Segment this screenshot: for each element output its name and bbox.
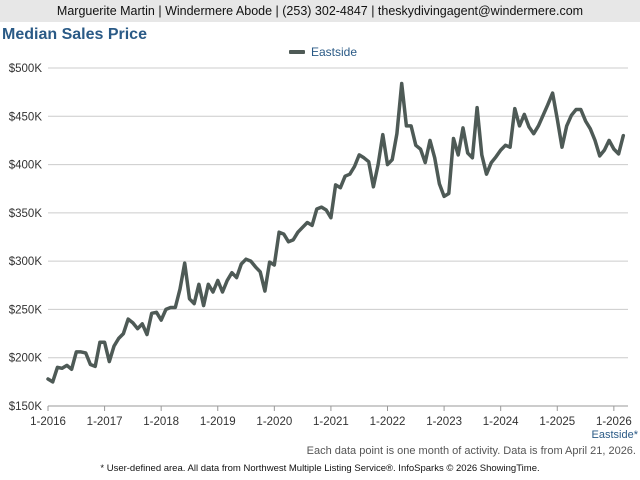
agent-header-bar: Marguerite Martin | Windermere Abode | (… [0, 0, 640, 22]
x-tick-label: 1-2016 [30, 416, 66, 428]
agent-contact-text: Marguerite Martin | Windermere Abode | (… [56, 4, 584, 18]
legend-swatch-eastside [289, 50, 305, 54]
x-axis-region-label: Eastside* [591, 429, 638, 441]
x-tick-label: 1-2019 [200, 416, 236, 428]
legend-label-eastside: Eastside [311, 45, 358, 59]
x-tick-label: 1-2017 [87, 416, 123, 428]
y-tick-label: $150K [9, 401, 43, 413]
source-footer: * User-defined area. All data from North… [100, 463, 540, 474]
series-line-eastside [46, 81, 626, 384]
y-tick-label: $450K [9, 111, 43, 123]
x-tick-label: 1-2020 [256, 416, 292, 428]
x-tick-label: 1-2024 [483, 416, 519, 428]
x-tick-label: 1-2023 [426, 416, 462, 428]
y-tick-label: $300K [9, 256, 43, 268]
x-tick-label: 1-2021 [313, 416, 349, 428]
y-tick-label: $400K [9, 160, 43, 172]
data-note: Each data point is one month of activity… [306, 445, 636, 457]
y-tick-label: $200K [9, 353, 43, 365]
x-tick-label: 1-2025 [539, 416, 575, 428]
y-tick-label: $350K [9, 208, 43, 220]
x-tick-label: 1-2026 [596, 416, 632, 428]
x-tick-label: 1-2022 [370, 416, 406, 428]
chart-legend[interactable]: Eastside [289, 45, 357, 59]
x-tick-label: 1-2018 [143, 416, 179, 428]
chart-title: Median Sales Price [2, 26, 147, 43]
y-tick-label: $250K [9, 304, 43, 316]
y-tick-label: $500K [9, 63, 43, 75]
